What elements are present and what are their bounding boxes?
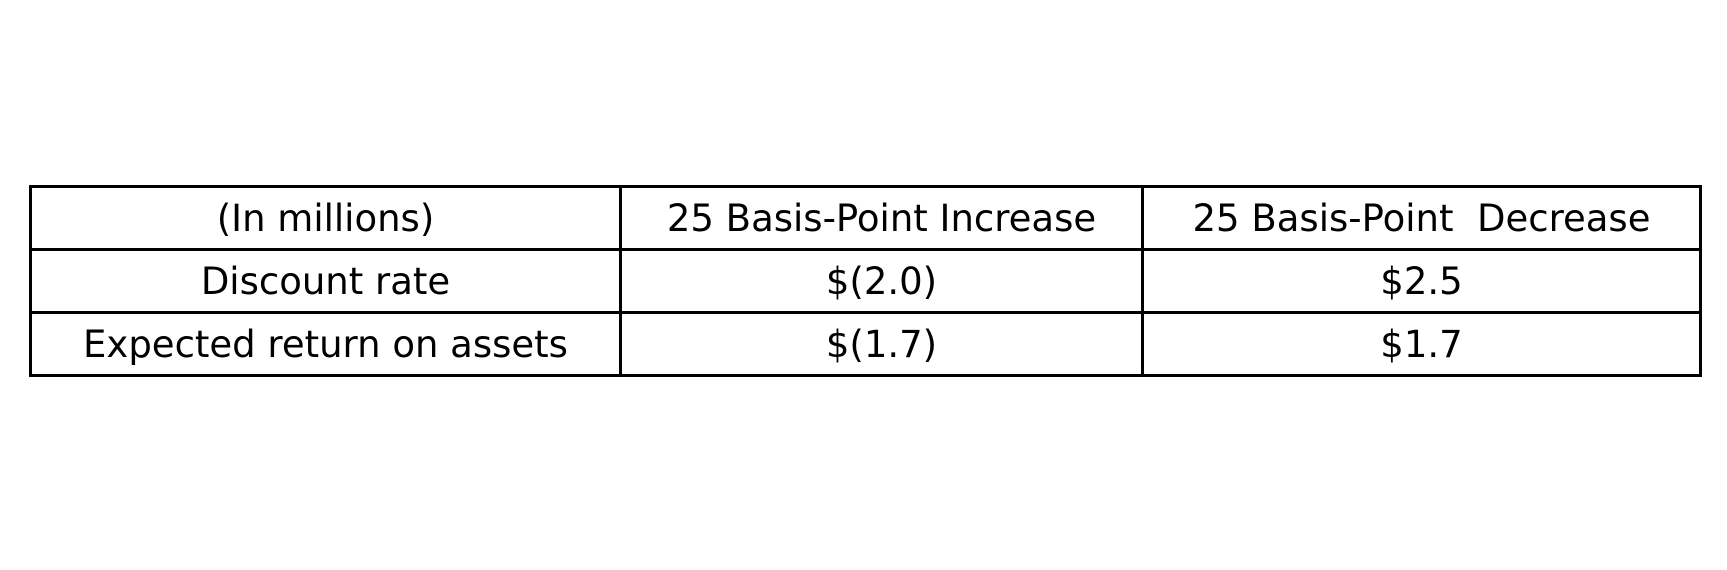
header-row: (In millions) 25 Basis-Point Increase 25…: [29, 185, 1702, 251]
cell-discount-rate-decrease: $2.5: [1141, 248, 1702, 314]
table-row: Expected return on assets $(1.7) $1.7: [29, 311, 1702, 377]
cell-discount-rate-increase: $(2.0): [619, 248, 1144, 314]
header-units: (In millions): [29, 185, 622, 251]
row-label-expected-return: Expected return on assets: [29, 311, 622, 377]
sensitivity-table: (In millions) 25 Basis-Point Increase 25…: [29, 185, 1702, 377]
table-row: Discount rate $(2.0) $2.5: [29, 248, 1702, 314]
cell-expected-return-increase: $(1.7): [619, 311, 1144, 377]
sensitivity-table-container: (In millions) 25 Basis-Point Increase 25…: [29, 185, 1702, 377]
header-decrease: 25 Basis-Point Decrease: [1141, 185, 1702, 251]
cell-expected-return-decrease: $1.7: [1141, 311, 1702, 377]
row-label-discount-rate: Discount rate: [29, 248, 622, 314]
header-increase: 25 Basis-Point Increase: [619, 185, 1144, 251]
